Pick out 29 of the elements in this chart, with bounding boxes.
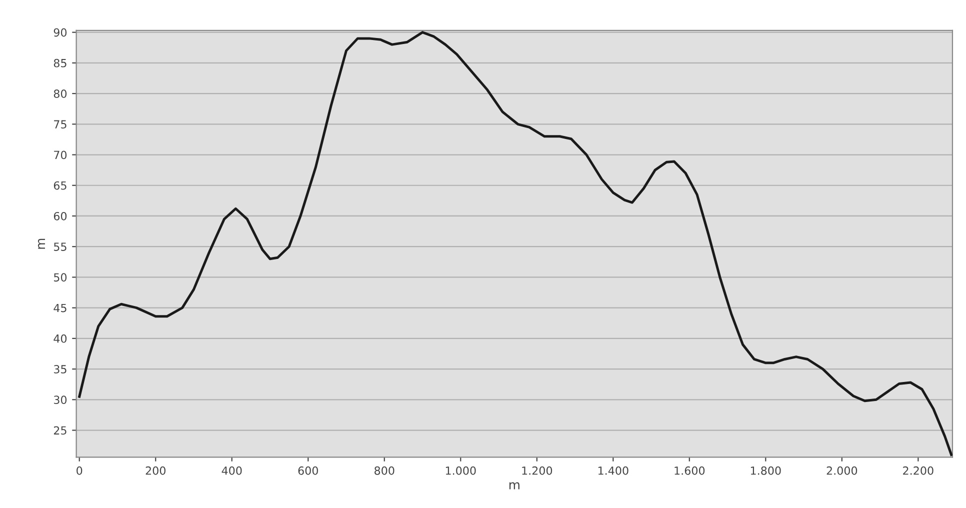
x-tick-label: 1.800 (750, 466, 781, 475)
x-tick-label: 0 (76, 466, 82, 475)
x-tick-label: 800 (374, 466, 394, 475)
x-axis-title: m (509, 482, 520, 490)
y-axis-title: m (38, 238, 45, 249)
x-tick-label: 600 (298, 466, 318, 475)
x-tick-label: 2.200 (903, 466, 934, 475)
x-tick-label: 1.400 (598, 466, 628, 475)
y-tick-label: 80 (54, 90, 67, 98)
y-tick-label: 30 (54, 396, 67, 404)
y-tick-label: 85 (54, 58, 66, 68)
y-tick-label: 50 (54, 273, 67, 282)
y-tick-label: 70 (54, 150, 67, 160)
y-tick-label: 55 (54, 242, 66, 251)
y-tick-label: 75 (54, 120, 66, 129)
y-tick-label: 60 (54, 212, 67, 220)
x-tick-label: 1.600 (674, 466, 705, 475)
y-tick-label: 45 (54, 304, 66, 312)
y-tick-label: 25 (54, 426, 66, 435)
x-tick-label: 1.000 (446, 466, 476, 475)
x-tick-label: 400 (222, 466, 242, 475)
x-tick-label: 1.200 (522, 466, 552, 475)
y-tick-label: 90 (54, 28, 67, 37)
y-tick-label: 40 (54, 334, 67, 343)
line-series (78, 31, 952, 456)
x-tick-label: 2.000 (826, 466, 858, 475)
y-tick-label: 35 (54, 365, 66, 374)
x-tick-label: 200 (146, 466, 166, 475)
y-tick-label: 65 (54, 181, 66, 190)
